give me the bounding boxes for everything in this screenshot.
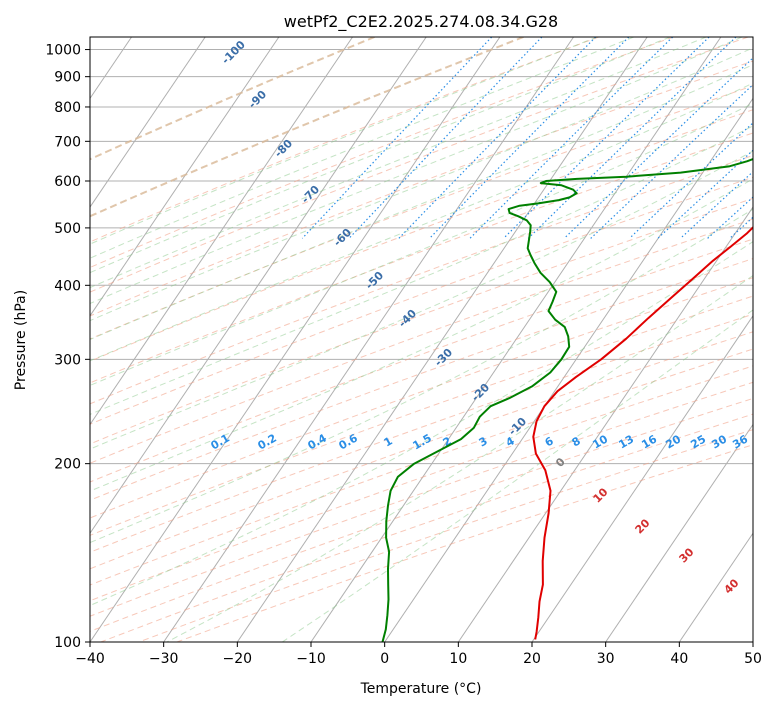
dry-adiabat xyxy=(90,238,753,483)
x-tick-label: −10 xyxy=(296,651,326,667)
isotherm-gridline xyxy=(90,37,427,535)
mixing-ratio-line xyxy=(348,37,543,239)
dry-adiabat xyxy=(90,37,674,269)
moist-adiabat xyxy=(90,37,671,274)
y-tick-label: 100 xyxy=(54,635,81,651)
y-tick-label: 1000 xyxy=(45,43,81,59)
y-tick-label: 800 xyxy=(54,100,81,116)
isotherm-gridline xyxy=(384,97,753,642)
mixing-ratio-line xyxy=(563,57,753,239)
moist-adiabat xyxy=(282,309,753,642)
y-tick-label: 600 xyxy=(54,174,81,190)
x-axis-title: Temperature (°C) xyxy=(360,681,482,697)
isotherm-gridline xyxy=(678,532,753,642)
profile-series xyxy=(381,158,753,642)
y-tick-label: 700 xyxy=(54,134,81,150)
isotherm-gridline xyxy=(752,641,753,642)
x-tick-label: 40 xyxy=(670,651,688,667)
dry-adiabat xyxy=(90,277,753,519)
chart-title: wetPf2_C2E2.2025.274.08.34.G28 xyxy=(284,12,558,32)
plot-frame xyxy=(89,36,754,643)
isotherm-gridline xyxy=(236,37,648,642)
moist-adiabat xyxy=(90,178,753,492)
mixing-ratio-line xyxy=(469,37,674,239)
y-tick-label: 300 xyxy=(54,352,81,368)
moist-adiabat xyxy=(90,208,753,544)
x-tick-label: 30 xyxy=(597,651,615,667)
dry-adiabat xyxy=(90,295,753,536)
x-tick-label: −20 xyxy=(223,651,253,667)
x-tick-label: 20 xyxy=(523,651,541,667)
y-tick-label: 500 xyxy=(54,221,81,237)
x-tick-label: 10 xyxy=(449,651,467,667)
x-tick-label: −40 xyxy=(75,651,105,667)
y-axis: 100 200 300 400 500 600 700 800 900 1000 xyxy=(45,43,90,651)
mixing-ratio-line xyxy=(503,37,710,239)
isotherm-gridline xyxy=(90,37,353,426)
isotherm-gridline xyxy=(90,37,501,642)
mixing-ratio-line xyxy=(628,122,753,239)
temperature-profile-line xyxy=(532,225,753,640)
y-tick-label: 900 xyxy=(54,70,81,86)
dry-adiabat xyxy=(90,176,753,425)
y-axis-title: Pressure (hPa) xyxy=(13,290,29,390)
dry-adiabat xyxy=(90,331,753,570)
y-tick-label: 400 xyxy=(54,278,81,294)
isotherm-gridline xyxy=(90,37,280,317)
y-tick-label: 200 xyxy=(54,457,81,473)
isotherm-gridline xyxy=(531,314,753,642)
moist-adiabat xyxy=(90,37,743,305)
moist-adiabat xyxy=(90,37,707,289)
moist-adiabat xyxy=(90,47,753,322)
dewpoint-profile-line xyxy=(381,158,753,642)
x-tick-label: 50 xyxy=(744,651,762,667)
moist-adiabat xyxy=(90,37,634,259)
isotherm-gridline xyxy=(457,206,753,642)
dry-adiabat xyxy=(90,348,753,586)
reference-adiabat xyxy=(90,37,524,218)
background-lines xyxy=(90,37,775,642)
mixing-ratio-line xyxy=(754,37,775,238)
mixing-ratio-line xyxy=(301,37,493,239)
moist-adiabat xyxy=(90,64,753,341)
x-axis: −40 −30 −20 −10 0 10 20 30 40 50 xyxy=(75,642,762,667)
dry-adiabat xyxy=(90,60,753,317)
x-tick-label: −30 xyxy=(149,651,179,667)
isotherm-gridline xyxy=(605,423,753,642)
dry-adiabat xyxy=(90,37,599,243)
plot-background xyxy=(90,37,753,642)
dry-adiabat xyxy=(90,381,753,617)
moist-adiabat xyxy=(90,37,598,245)
mixing-ratio-line xyxy=(398,37,597,239)
moist-adiabat xyxy=(90,150,753,450)
x-tick-label: 0 xyxy=(380,651,389,667)
